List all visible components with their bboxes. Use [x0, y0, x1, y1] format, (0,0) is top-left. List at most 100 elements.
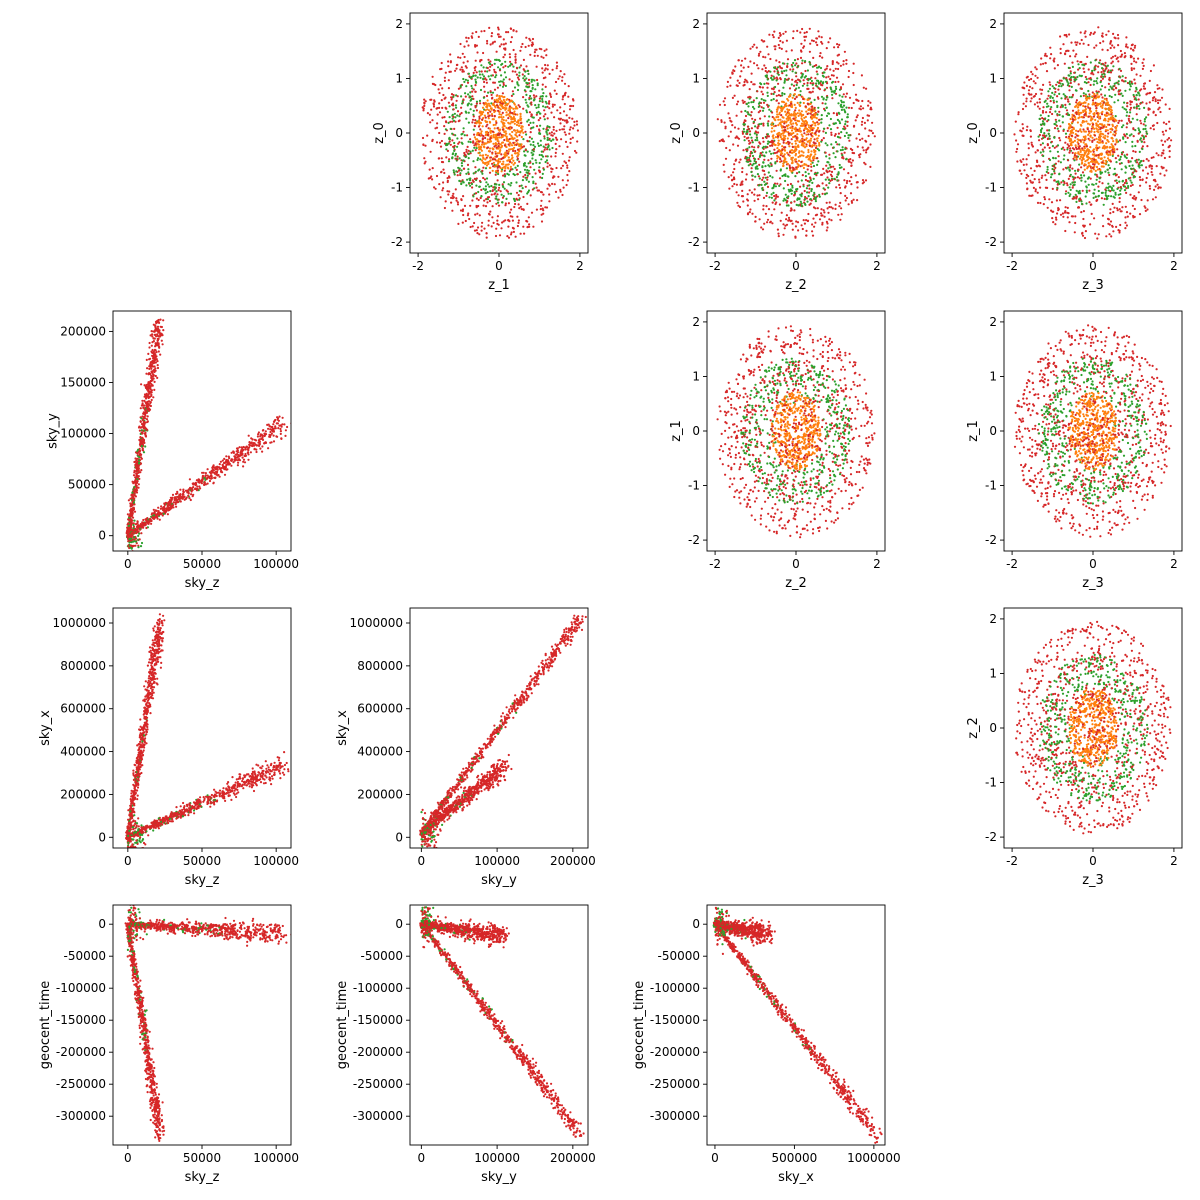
scatter-point — [790, 201, 793, 204]
scatter-point — [469, 91, 472, 94]
scatter-point — [1023, 169, 1026, 172]
scatter-point — [520, 143, 523, 146]
scatter-point — [569, 141, 572, 144]
scatter-point — [541, 83, 544, 86]
scatter-point — [1031, 145, 1034, 148]
scatter-point — [456, 137, 459, 140]
scatter-point — [1094, 232, 1097, 235]
scatter-point — [777, 124, 780, 127]
scatter-point — [1101, 84, 1104, 88]
scatter-point — [802, 154, 805, 157]
scatter-point — [825, 164, 828, 167]
scatter-point — [1041, 109, 1045, 113]
scatter-point — [1023, 81, 1026, 84]
scatter-point — [541, 176, 544, 180]
scatter-point — [782, 86, 785, 89]
scatter-point — [1129, 85, 1132, 88]
scatter-point — [1168, 120, 1171, 123]
scatter-point — [516, 198, 519, 201]
scatter-point — [859, 108, 863, 111]
scatter-point — [827, 167, 830, 170]
scatter-point — [803, 197, 807, 201]
scatter-point — [494, 152, 497, 155]
scatter-point — [467, 140, 470, 143]
scatter-point — [1089, 61, 1092, 64]
scatter-point — [1129, 121, 1132, 124]
scatter-point — [520, 190, 523, 193]
scatter-point — [1125, 191, 1128, 194]
scatter-point — [507, 102, 510, 105]
scatter-point — [1134, 198, 1137, 201]
scatter-point — [1048, 129, 1051, 132]
scatter-point — [1054, 223, 1057, 226]
scatter-point — [1117, 60, 1120, 63]
scatter-point — [778, 46, 781, 50]
scatter-point — [758, 177, 761, 180]
scatter-point — [1029, 135, 1032, 138]
scatter-point — [1069, 81, 1072, 85]
scatter-point — [440, 157, 443, 160]
scatter-point — [749, 160, 752, 163]
scatter-point — [431, 178, 434, 181]
scatter-point — [815, 79, 819, 82]
scatter-point — [1086, 55, 1089, 59]
scatter-point — [834, 85, 838, 88]
scatter-point — [833, 89, 837, 92]
scatter-point — [767, 159, 770, 162]
scatter-point — [1142, 64, 1145, 67]
scatter-point — [508, 211, 512, 214]
scatter-point — [1078, 42, 1081, 45]
scatter-point — [487, 150, 491, 153]
scatter-point — [515, 181, 518, 184]
scatter-point — [826, 127, 829, 130]
scatter-point — [724, 125, 727, 128]
scatter-point — [487, 91, 490, 94]
scatter-point — [763, 180, 766, 183]
scatter-point — [508, 64, 512, 67]
scatter-point — [804, 105, 807, 108]
scatter-point — [1140, 159, 1143, 163]
scatter-point — [786, 127, 789, 130]
scatter-point — [1052, 165, 1055, 168]
scatter-point — [515, 123, 519, 127]
scatter-point — [1054, 90, 1057, 94]
scatter-point — [792, 131, 795, 135]
scatter-point — [1114, 37, 1117, 40]
scatter-point — [812, 194, 815, 197]
scatter-point — [1071, 93, 1075, 96]
scatter-point — [824, 142, 827, 145]
scatter-point — [756, 127, 759, 130]
scatter-point — [780, 150, 783, 153]
scatter-point — [1139, 74, 1142, 77]
scatter-point — [758, 218, 761, 221]
scatter-point — [801, 135, 804, 138]
scatter-point — [770, 74, 773, 77]
scatter-point — [800, 160, 803, 164]
scatter-point — [509, 60, 512, 63]
scatter-point — [809, 159, 812, 162]
scatter-point — [571, 136, 574, 139]
scatter-point — [748, 88, 751, 91]
scatter-point — [440, 170, 443, 173]
scatter-point — [421, 106, 424, 109]
y-tick-label: 0 — [395, 126, 403, 140]
scatter-point — [456, 158, 459, 161]
scatter-point — [545, 102, 548, 105]
scatter-point — [842, 127, 845, 130]
scatter-point — [481, 106, 485, 109]
scatter-point — [1057, 181, 1060, 184]
scatter-point — [480, 229, 483, 232]
scatter-point — [1043, 196, 1046, 199]
scatter-point — [795, 87, 798, 90]
scatter-point — [512, 141, 515, 144]
scatter-point — [1045, 170, 1048, 173]
scatter-point — [1066, 98, 1069, 101]
scatter-point — [478, 179, 482, 183]
scatter-point — [1032, 186, 1035, 189]
scatter-point — [781, 174, 784, 178]
scatter-point — [444, 128, 447, 131]
scatter-point — [474, 45, 477, 48]
scatter-point — [547, 144, 550, 147]
scatter-point — [493, 158, 497, 161]
scatter-point — [1087, 130, 1090, 133]
